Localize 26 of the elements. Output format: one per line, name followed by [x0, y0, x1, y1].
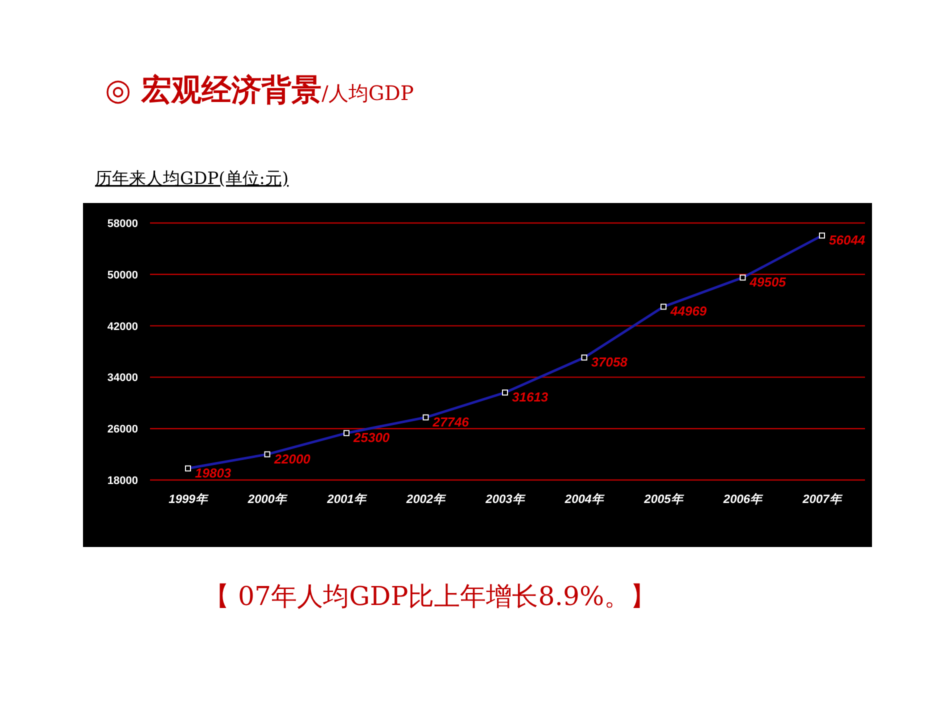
x-tick-label: 2003年 — [484, 492, 526, 506]
y-tick-label: 34000 — [107, 372, 138, 384]
y-tick-label: 50000 — [107, 269, 138, 282]
x-tick-label: 1999年 — [168, 492, 210, 506]
data-label: 25300 — [352, 430, 390, 446]
y-tick-label: 26000 — [107, 424, 138, 436]
data-label: 22000 — [273, 451, 312, 466]
data-label: 27746 — [432, 414, 470, 430]
x-tick-label: 2002年 — [405, 492, 448, 506]
x-tick-label: 2005年 — [643, 492, 685, 506]
y-tick-label: 42000 — [107, 320, 138, 333]
x-tick-label: 2006年 — [722, 492, 764, 506]
x-tick-label: 2004年 — [564, 492, 606, 506]
data-label: 19803 — [195, 465, 232, 480]
y-tick-label: 58000 — [107, 218, 138, 230]
data-label: 31613 — [512, 390, 549, 405]
text: 【 07年人均GDP比上年增长8.9%。】 — [204, 582, 656, 612]
data-label: 49505 — [748, 274, 787, 290]
data-label: 56044 — [829, 232, 866, 248]
chart-title: ◎ 宏观经济背景/人均GDP — [105, 73, 414, 108]
x-tick-label: 2001年 — [326, 492, 368, 506]
y-tick-label: 18000 — [107, 475, 138, 487]
x-tick-label: 2000年 — [246, 492, 289, 506]
data-label: 44969 — [670, 304, 708, 319]
x-tick-label: 2007年 — [802, 492, 844, 506]
data-label: 37058 — [591, 354, 628, 370]
